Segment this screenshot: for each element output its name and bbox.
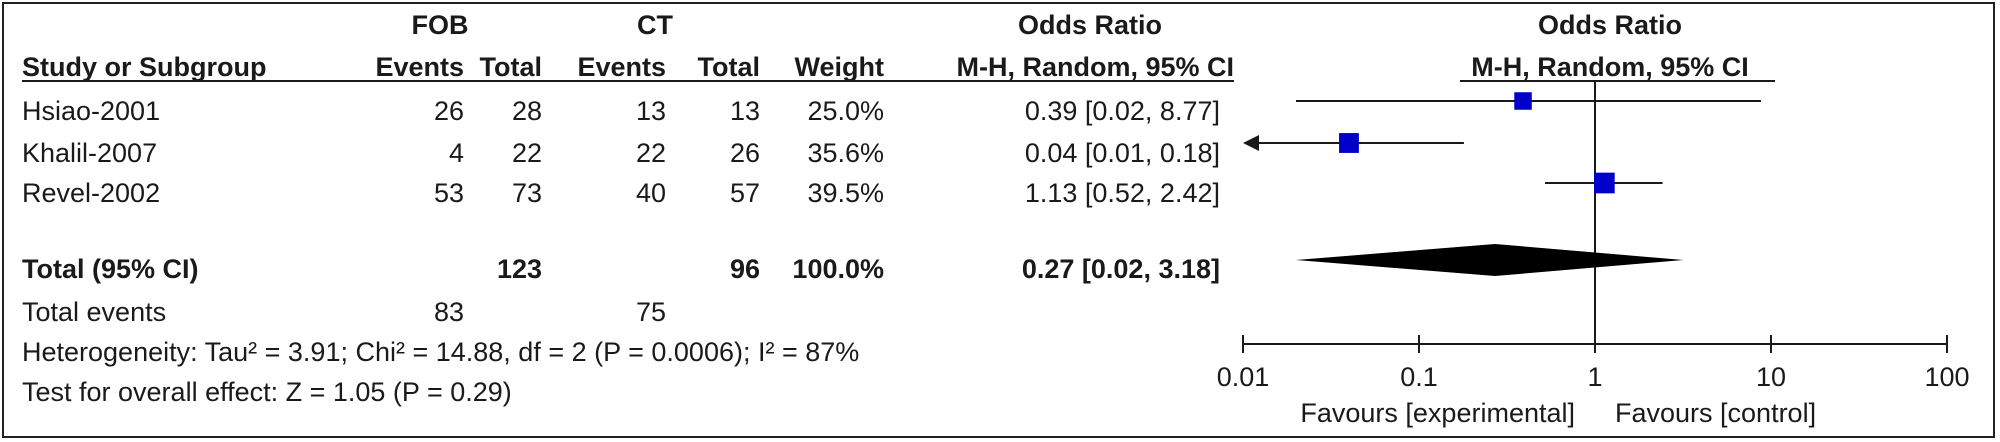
- ct-total-header: Total: [697, 52, 761, 82]
- overall-effect-text: Test for overall effect: Z = 1.05 (P = 0…: [22, 377, 512, 407]
- study-square: [1514, 92, 1532, 110]
- total-label: Total (95% CI): [22, 254, 199, 284]
- ct-total-events: 75: [635, 297, 666, 327]
- fob-total-header: Total: [479, 52, 543, 82]
- ct-total-value: 57: [729, 178, 760, 208]
- plot-method-header: M-H, Random, 95% CI: [1471, 52, 1749, 82]
- fob-events-value: 53: [433, 178, 464, 208]
- x-tick-label: 10: [1756, 362, 1786, 392]
- or-method-header: M-H, Random, 95% CI: [956, 52, 1234, 82]
- or-column-title: Odds Ratio: [1017, 10, 1162, 40]
- fob-total-value: 22: [511, 138, 542, 168]
- fob-total-value: 28: [511, 96, 542, 126]
- ct-events-value: 13: [635, 96, 666, 126]
- weight-value: 39.5%: [807, 178, 884, 208]
- fob-events-header: Events: [375, 52, 464, 82]
- x-tick-label: 100: [1924, 362, 1969, 392]
- truncation-arrow: [1243, 135, 1259, 151]
- study-name: Revel-2002: [22, 178, 161, 208]
- total-events-label: Total events: [22, 297, 167, 327]
- ct-total-value: 13: [729, 96, 760, 126]
- fob-group-header: FOB: [411, 10, 469, 40]
- x-tick-label: 0.1: [1400, 362, 1438, 392]
- weight-header: Weight: [794, 52, 885, 82]
- study-square: [1339, 133, 1359, 153]
- ct-total-sum: 96: [729, 254, 760, 284]
- x-tick-label: 1: [1587, 362, 1602, 392]
- header-underline: [22, 80, 1234, 82]
- weight-value: 25.0%: [807, 96, 884, 126]
- fob-events-value: 4: [448, 138, 464, 168]
- study-column-header: Study or Subgroup: [22, 52, 267, 82]
- x-tick-label: 0.01: [1217, 362, 1270, 392]
- plot-header-underline: [1460, 80, 1775, 82]
- fob-total-events: 83: [433, 297, 464, 327]
- ct-total-value: 26: [729, 138, 760, 168]
- study-name: Hsiao-2001: [22, 96, 161, 126]
- weight-value: 35.6%: [807, 138, 884, 168]
- fob-total-sum: 123: [496, 254, 542, 284]
- pooled-diamond: [1295, 244, 1684, 276]
- favours-experimental-label: Favours [experimental]: [1300, 398, 1575, 428]
- fob-events-value: 26: [433, 96, 464, 126]
- ct-events-value: 22: [635, 138, 666, 168]
- total-weight: 100.0%: [792, 254, 884, 284]
- favours-control-label: Favours [control]: [1615, 398, 1816, 428]
- ct-events-header: Events: [577, 52, 666, 82]
- study-square: [1593, 172, 1615, 194]
- fob-total-value: 73: [511, 178, 542, 208]
- ct-events-value: 40: [635, 178, 666, 208]
- heterogeneity-text: Heterogeneity: Tau² = 3.91; Chi² = 14.88…: [22, 337, 860, 367]
- or-ci-value: 0.04 [0.01, 0.18]: [1024, 138, 1220, 168]
- ct-group-header: CT: [637, 10, 673, 40]
- or-ci-value: 1.13 [0.52, 2.42]: [1024, 178, 1220, 208]
- plot-title: Odds Ratio: [1537, 10, 1682, 40]
- study-name: Khalil-2007: [22, 138, 158, 168]
- or-ci-value: 0.39 [0.02, 8.77]: [1024, 96, 1220, 126]
- pooled-or-ci: 0.27 [0.02, 3.18]: [1021, 254, 1220, 284]
